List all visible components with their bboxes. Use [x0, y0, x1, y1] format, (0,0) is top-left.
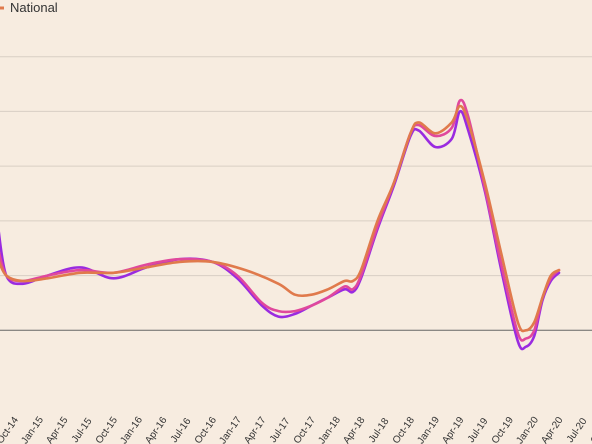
- x-tick-label: Jan-15: [19, 415, 46, 444]
- x-tick-label: Jul-15: [70, 416, 95, 444]
- x-tick-label: Jan-17: [217, 415, 244, 444]
- x-tick-label: Jul-16: [169, 416, 194, 444]
- x-tick-label: Oct-19: [490, 415, 516, 444]
- x-tick-label: Jan-18: [316, 415, 343, 444]
- x-tick-label: Jul-19: [466, 416, 491, 444]
- x-tick-label: Apr-19: [440, 415, 466, 444]
- x-tick-label: Jul-17: [268, 416, 293, 444]
- x-tick-label: Oct-15: [94, 415, 120, 444]
- x-tick-label: Apr-15: [44, 415, 70, 444]
- x-tick-label: Jan-16: [118, 415, 145, 444]
- x-tick-label: Jan-20: [514, 415, 541, 444]
- x-tick-label: Jan-19: [415, 415, 442, 444]
- x-tick-label: Apr-18: [341, 415, 367, 444]
- x-tick-label: Oct-18: [391, 415, 417, 444]
- series-lines: [0, 98, 561, 351]
- legend: National: [0, 0, 58, 15]
- x-tick-label: Apr-20: [539, 415, 565, 444]
- legend-label-national: National: [10, 0, 58, 15]
- x-tick-label: Oct-16: [193, 415, 219, 444]
- gridlines: [0, 56, 592, 331]
- series-line-0: [0, 104, 561, 333]
- x-tick-label: Oct-17: [292, 415, 318, 444]
- x-tick-label: Apr-17: [242, 415, 268, 444]
- x-tick-label: Jul-20: [565, 416, 590, 444]
- series-line-1: [0, 98, 561, 342]
- x-tick-label: Oct-14: [0, 415, 21, 444]
- x-tick-label: Apr-16: [143, 415, 169, 444]
- x-tick-label: Jul-18: [367, 416, 392, 444]
